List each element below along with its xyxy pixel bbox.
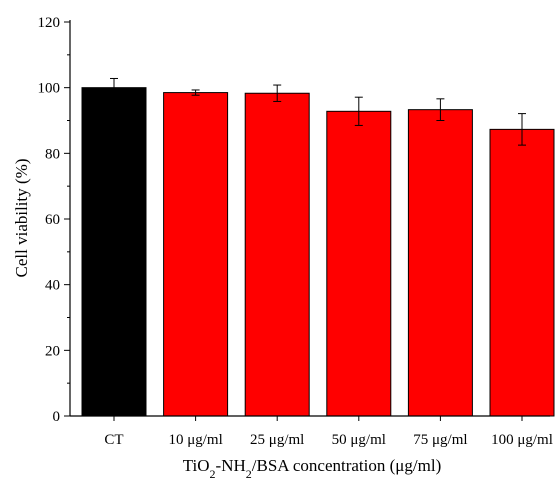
y-tick-label-5: 100 (38, 81, 61, 97)
bar-0 (81, 87, 147, 417)
x-tick-label-4: 75 μg/ml (413, 432, 467, 448)
error-bar-2 (273, 84, 282, 102)
y-tick-label-2: 40 (45, 278, 60, 294)
error-bar-5 (518, 113, 526, 146)
x-tick-labels: CT 10 μg/ml 25 μg/ml 50 μg/ml 75 μg/ml 100 μg… (104, 432, 552, 448)
error-bar-1 (191, 89, 200, 96)
bar-5 (489, 128, 555, 417)
x-tick-label-3: 50 μg/ml (332, 432, 386, 448)
axes (64, 20, 550, 421)
error-bar-group (110, 77, 526, 146)
y-tick-label-4: 80 (45, 146, 60, 162)
x-tick-label-5: 100 μg/ml (491, 432, 553, 448)
y-tick-label-1: 20 (45, 343, 60, 359)
bar-1 (163, 92, 229, 417)
x-tick-label-0: CT (104, 432, 123, 448)
bar-4 (407, 109, 473, 417)
y-tick-label-3: 60 (45, 212, 60, 228)
x-tick-label-1: 10 μg/ml (168, 432, 222, 448)
error-bar-0 (110, 77, 118, 98)
error-bar-4 (436, 98, 445, 121)
y-tick-labels: 0 20 40 60 80 100 120 (38, 15, 61, 425)
error-bar-3 (354, 96, 363, 126)
y-axis-title: Cell viability (%) (12, 159, 31, 278)
x-axis-title: TiO2-NH2/BSA concentration (μg/ml) (183, 456, 442, 480)
y-tick-label-0: 0 (53, 409, 61, 425)
bar-group (81, 87, 555, 417)
y-tick-label-6: 120 (38, 15, 61, 31)
x-tick-label-2: 25 μg/ml (250, 432, 304, 448)
bar-3 (326, 110, 392, 417)
bar-2 (244, 92, 310, 417)
